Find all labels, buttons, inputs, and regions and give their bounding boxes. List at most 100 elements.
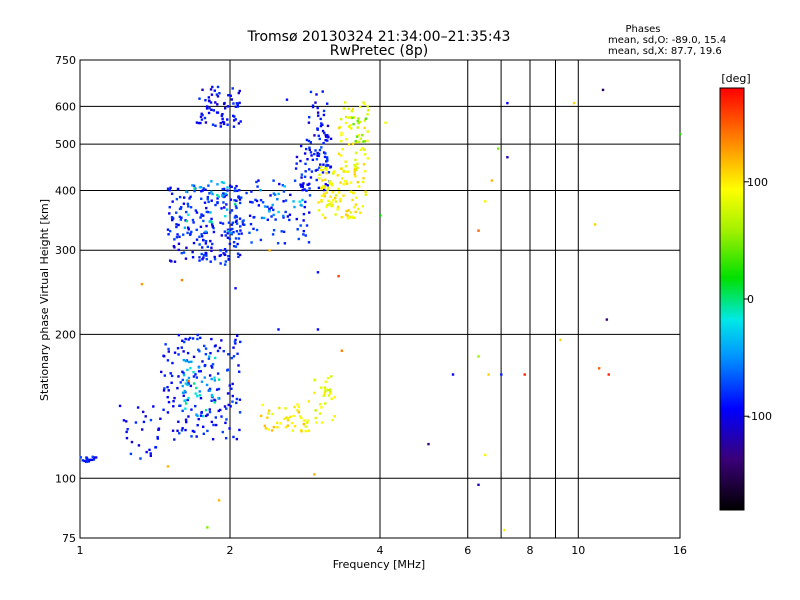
data-point bbox=[350, 215, 354, 218]
data-point bbox=[593, 223, 597, 226]
data-point bbox=[349, 116, 352, 119]
data-point bbox=[282, 200, 285, 203]
data-point bbox=[329, 137, 333, 141]
data-point bbox=[317, 209, 321, 212]
data-point bbox=[192, 382, 196, 385]
data-point bbox=[229, 405, 232, 408]
data-point bbox=[166, 385, 169, 389]
data-point bbox=[214, 203, 217, 207]
data-point bbox=[232, 102, 235, 105]
data-point bbox=[186, 383, 189, 387]
data-point bbox=[325, 156, 329, 159]
data-point bbox=[321, 90, 324, 93]
data-point bbox=[241, 223, 245, 226]
data-point bbox=[197, 348, 200, 351]
data-point bbox=[240, 196, 243, 199]
data-point bbox=[344, 164, 348, 168]
data-point bbox=[291, 429, 295, 432]
data-point bbox=[177, 353, 180, 356]
x-tick-label: 8 bbox=[527, 544, 534, 557]
data-point bbox=[308, 187, 311, 190]
data-point bbox=[293, 205, 296, 209]
data-point bbox=[317, 154, 320, 157]
data-point bbox=[216, 197, 219, 200]
data-point bbox=[237, 255, 240, 259]
data-point bbox=[184, 219, 187, 222]
data-point bbox=[207, 96, 211, 99]
data-point bbox=[299, 159, 302, 163]
data-point bbox=[199, 216, 202, 219]
data-point bbox=[347, 116, 351, 119]
data-point bbox=[339, 154, 343, 157]
data-point bbox=[215, 111, 219, 114]
data-point bbox=[232, 231, 235, 234]
data-point bbox=[230, 232, 234, 236]
data-point bbox=[166, 411, 170, 414]
data-point bbox=[176, 386, 179, 390]
stats-o-mode: mean, sd,O: -89.0, 15.4 bbox=[608, 35, 726, 46]
data-point bbox=[176, 188, 180, 191]
data-point bbox=[178, 404, 181, 408]
data-point bbox=[283, 242, 287, 245]
data-point bbox=[232, 355, 236, 358]
data-point bbox=[320, 406, 323, 409]
data-point bbox=[181, 391, 185, 394]
data-point bbox=[302, 419, 306, 422]
data-point bbox=[506, 101, 509, 105]
data-point bbox=[236, 242, 239, 246]
data-point bbox=[308, 148, 311, 151]
data-point bbox=[363, 140, 366, 143]
data-point bbox=[178, 235, 181, 239]
data-point bbox=[271, 233, 275, 236]
data-point bbox=[184, 382, 188, 385]
data-point bbox=[226, 123, 229, 126]
data-point bbox=[324, 380, 327, 383]
data-point bbox=[189, 384, 193, 388]
data-point bbox=[340, 131, 343, 135]
data-point bbox=[357, 185, 361, 188]
data-point bbox=[186, 226, 190, 229]
data-point bbox=[260, 216, 264, 220]
data-point bbox=[363, 170, 367, 173]
data-point bbox=[187, 338, 190, 341]
data-point bbox=[187, 415, 190, 418]
data-point bbox=[342, 169, 345, 173]
data-point bbox=[290, 421, 294, 425]
data-point bbox=[238, 198, 242, 201]
data-point bbox=[195, 238, 199, 241]
data-point bbox=[217, 397, 220, 400]
data-point bbox=[297, 411, 301, 414]
data-point bbox=[329, 392, 332, 395]
data-point bbox=[366, 139, 369, 143]
data-point bbox=[166, 465, 170, 468]
data-point bbox=[231, 87, 234, 90]
data-point bbox=[233, 216, 237, 219]
data-point bbox=[267, 428, 270, 431]
data-point bbox=[271, 412, 274, 416]
data-point bbox=[210, 393, 214, 397]
data-point bbox=[210, 217, 213, 221]
data-point bbox=[195, 435, 198, 438]
data-point bbox=[193, 430, 196, 433]
data-point bbox=[187, 381, 190, 385]
data-point bbox=[572, 101, 576, 105]
data-point bbox=[232, 244, 236, 248]
data-point bbox=[225, 418, 228, 421]
data-point bbox=[228, 427, 231, 430]
data-point bbox=[199, 336, 202, 340]
colorbar-tick-label: 100 bbox=[747, 176, 768, 189]
data-point bbox=[209, 88, 213, 91]
data-point bbox=[222, 349, 225, 353]
data-point bbox=[185, 246, 188, 249]
data-point bbox=[163, 387, 166, 390]
data-point bbox=[292, 414, 295, 418]
data-point bbox=[310, 170, 314, 173]
data-point bbox=[214, 124, 217, 127]
data-point bbox=[354, 151, 358, 155]
data-point bbox=[221, 187, 224, 191]
data-point bbox=[220, 234, 224, 237]
data-point bbox=[220, 114, 223, 117]
data-point bbox=[194, 392, 197, 395]
data-point bbox=[343, 179, 347, 183]
data-point bbox=[192, 221, 195, 224]
